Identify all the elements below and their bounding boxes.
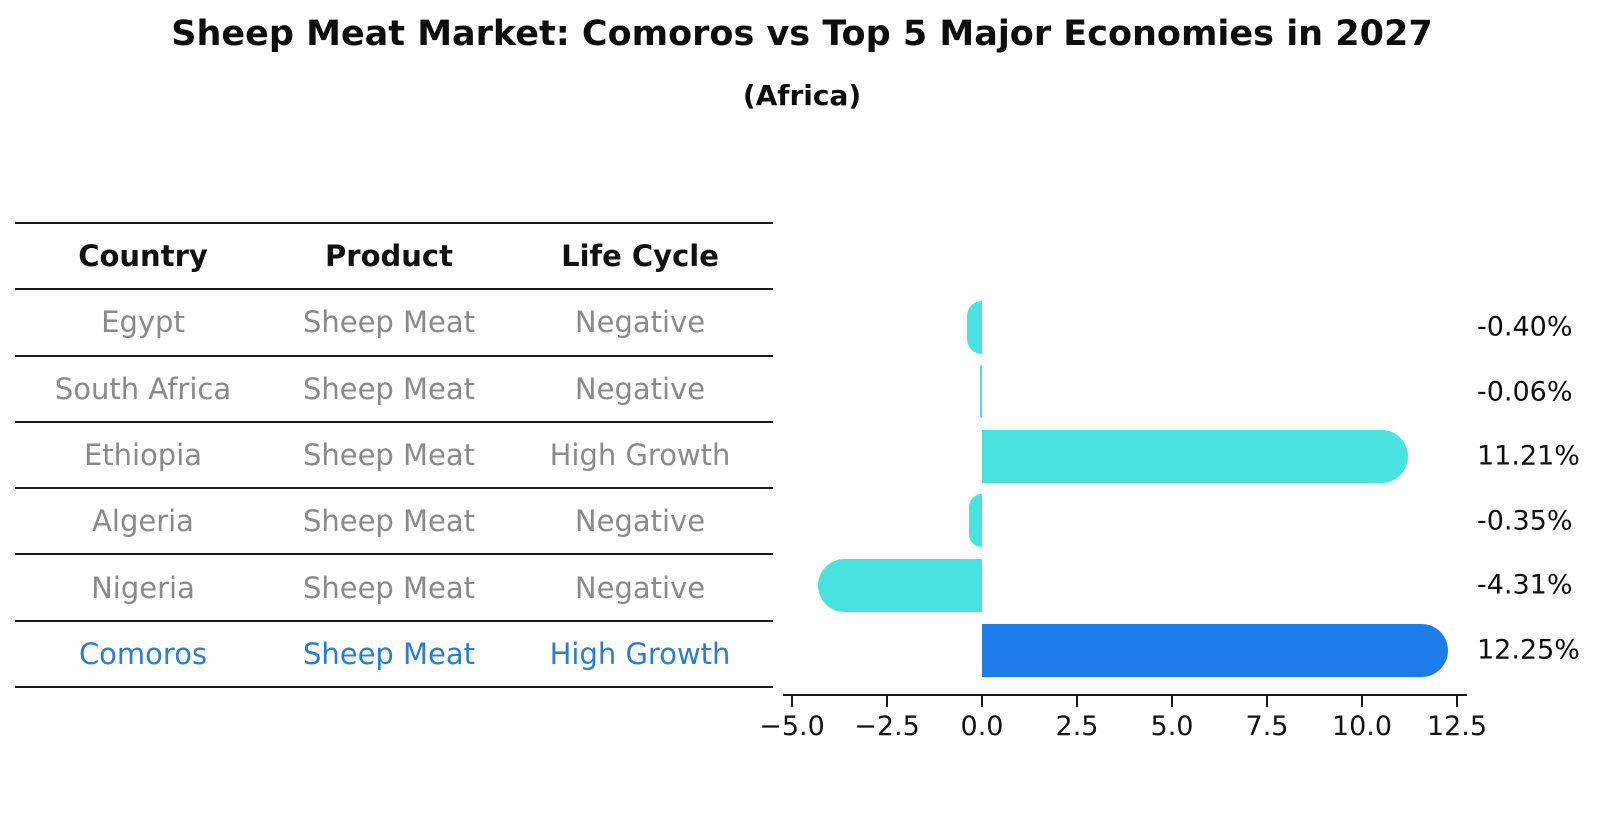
col-header-country: Country bbox=[78, 239, 208, 274]
x-tick-mark bbox=[1076, 696, 1078, 707]
x-axis-line bbox=[782, 694, 1467, 696]
cell-life-cycle: High Growth bbox=[549, 636, 731, 671]
bar-nigeria bbox=[818, 558, 982, 612]
x-tick-mark bbox=[1171, 696, 1173, 707]
cell-life-cycle: Negative bbox=[574, 504, 706, 539]
table-row: Ethiopia Sheep Meat High Growth bbox=[15, 423, 773, 490]
x-tick-label: −5.0 bbox=[759, 711, 825, 742]
table-row: Comoros Sheep Meat High Growth bbox=[15, 622, 773, 689]
bar-comoros bbox=[982, 623, 1448, 677]
value-label: -0.35% bbox=[1477, 505, 1573, 537]
bar-egypt bbox=[966, 300, 982, 354]
cell-product: Sheep Meat bbox=[302, 504, 476, 539]
x-tick-label: 12.5 bbox=[1426, 711, 1488, 742]
x-tick-mark bbox=[981, 696, 983, 707]
cell-product: Sheep Meat bbox=[302, 570, 476, 605]
x-tick-label: 7.5 bbox=[1245, 711, 1289, 742]
x-tick-mark bbox=[1266, 696, 1268, 707]
cell-country: Egypt bbox=[101, 305, 185, 340]
x-tick-label: −2.5 bbox=[854, 711, 920, 742]
cell-product: Sheep Meat bbox=[302, 438, 476, 473]
value-label: -4.31% bbox=[1477, 569, 1573, 601]
table-row: Nigeria Sheep Meat Negative bbox=[15, 555, 773, 622]
col-header-life-cycle: Life Cycle bbox=[561, 239, 719, 274]
x-tick-label: 0.0 bbox=[960, 711, 1004, 742]
x-tick-label: 2.5 bbox=[1055, 711, 1099, 742]
x-tick-mark bbox=[1456, 696, 1458, 707]
value-label: -0.40% bbox=[1477, 311, 1573, 343]
cell-product: Sheep Meat bbox=[302, 305, 476, 340]
x-tick-label: 10.0 bbox=[1331, 711, 1393, 742]
chart-subtitle: (Africa) bbox=[742, 79, 862, 112]
value-label: 12.25% bbox=[1477, 634, 1580, 666]
table-header-row: Country Product Life Cycle bbox=[15, 224, 773, 291]
table-row: Algeria Sheep Meat Negative bbox=[15, 489, 773, 556]
value-label: 11.21% bbox=[1477, 440, 1580, 472]
bar-ethiopia bbox=[982, 429, 1408, 483]
cell-life-cycle: High Growth bbox=[549, 438, 731, 473]
x-tick-mark bbox=[886, 696, 888, 707]
country-table: Country Product Life Cycle Egypt Sheep Me… bbox=[15, 222, 773, 689]
cell-life-cycle: Negative bbox=[574, 570, 706, 605]
x-tick-label: 5.0 bbox=[1150, 711, 1194, 742]
x-tick-mark bbox=[1361, 696, 1363, 707]
cell-country: Comoros bbox=[78, 636, 208, 671]
table-row: South Africa Sheep Meat Negative bbox=[15, 357, 773, 423]
bar-algeria bbox=[968, 494, 982, 548]
cell-product: Sheep Meat bbox=[302, 371, 476, 406]
cell-life-cycle: Negative bbox=[574, 371, 706, 406]
chart-title: Sheep Meat Market: Comoros vs Top 5 Majo… bbox=[171, 14, 1433, 54]
cell-product: Sheep Meat bbox=[302, 636, 476, 671]
bar-south-africa bbox=[979, 365, 982, 419]
col-header-product: Product bbox=[325, 239, 453, 274]
cell-country: Algeria bbox=[92, 504, 194, 539]
x-tick-mark bbox=[791, 696, 793, 707]
cell-country: Nigeria bbox=[91, 570, 195, 605]
table-row: Egypt Sheep Meat Negative bbox=[15, 290, 773, 357]
cell-life-cycle: Negative bbox=[574, 305, 706, 340]
cell-country: Ethiopia bbox=[83, 438, 203, 473]
value-label: -0.06% bbox=[1477, 376, 1573, 408]
cell-country: South Africa bbox=[54, 371, 232, 406]
